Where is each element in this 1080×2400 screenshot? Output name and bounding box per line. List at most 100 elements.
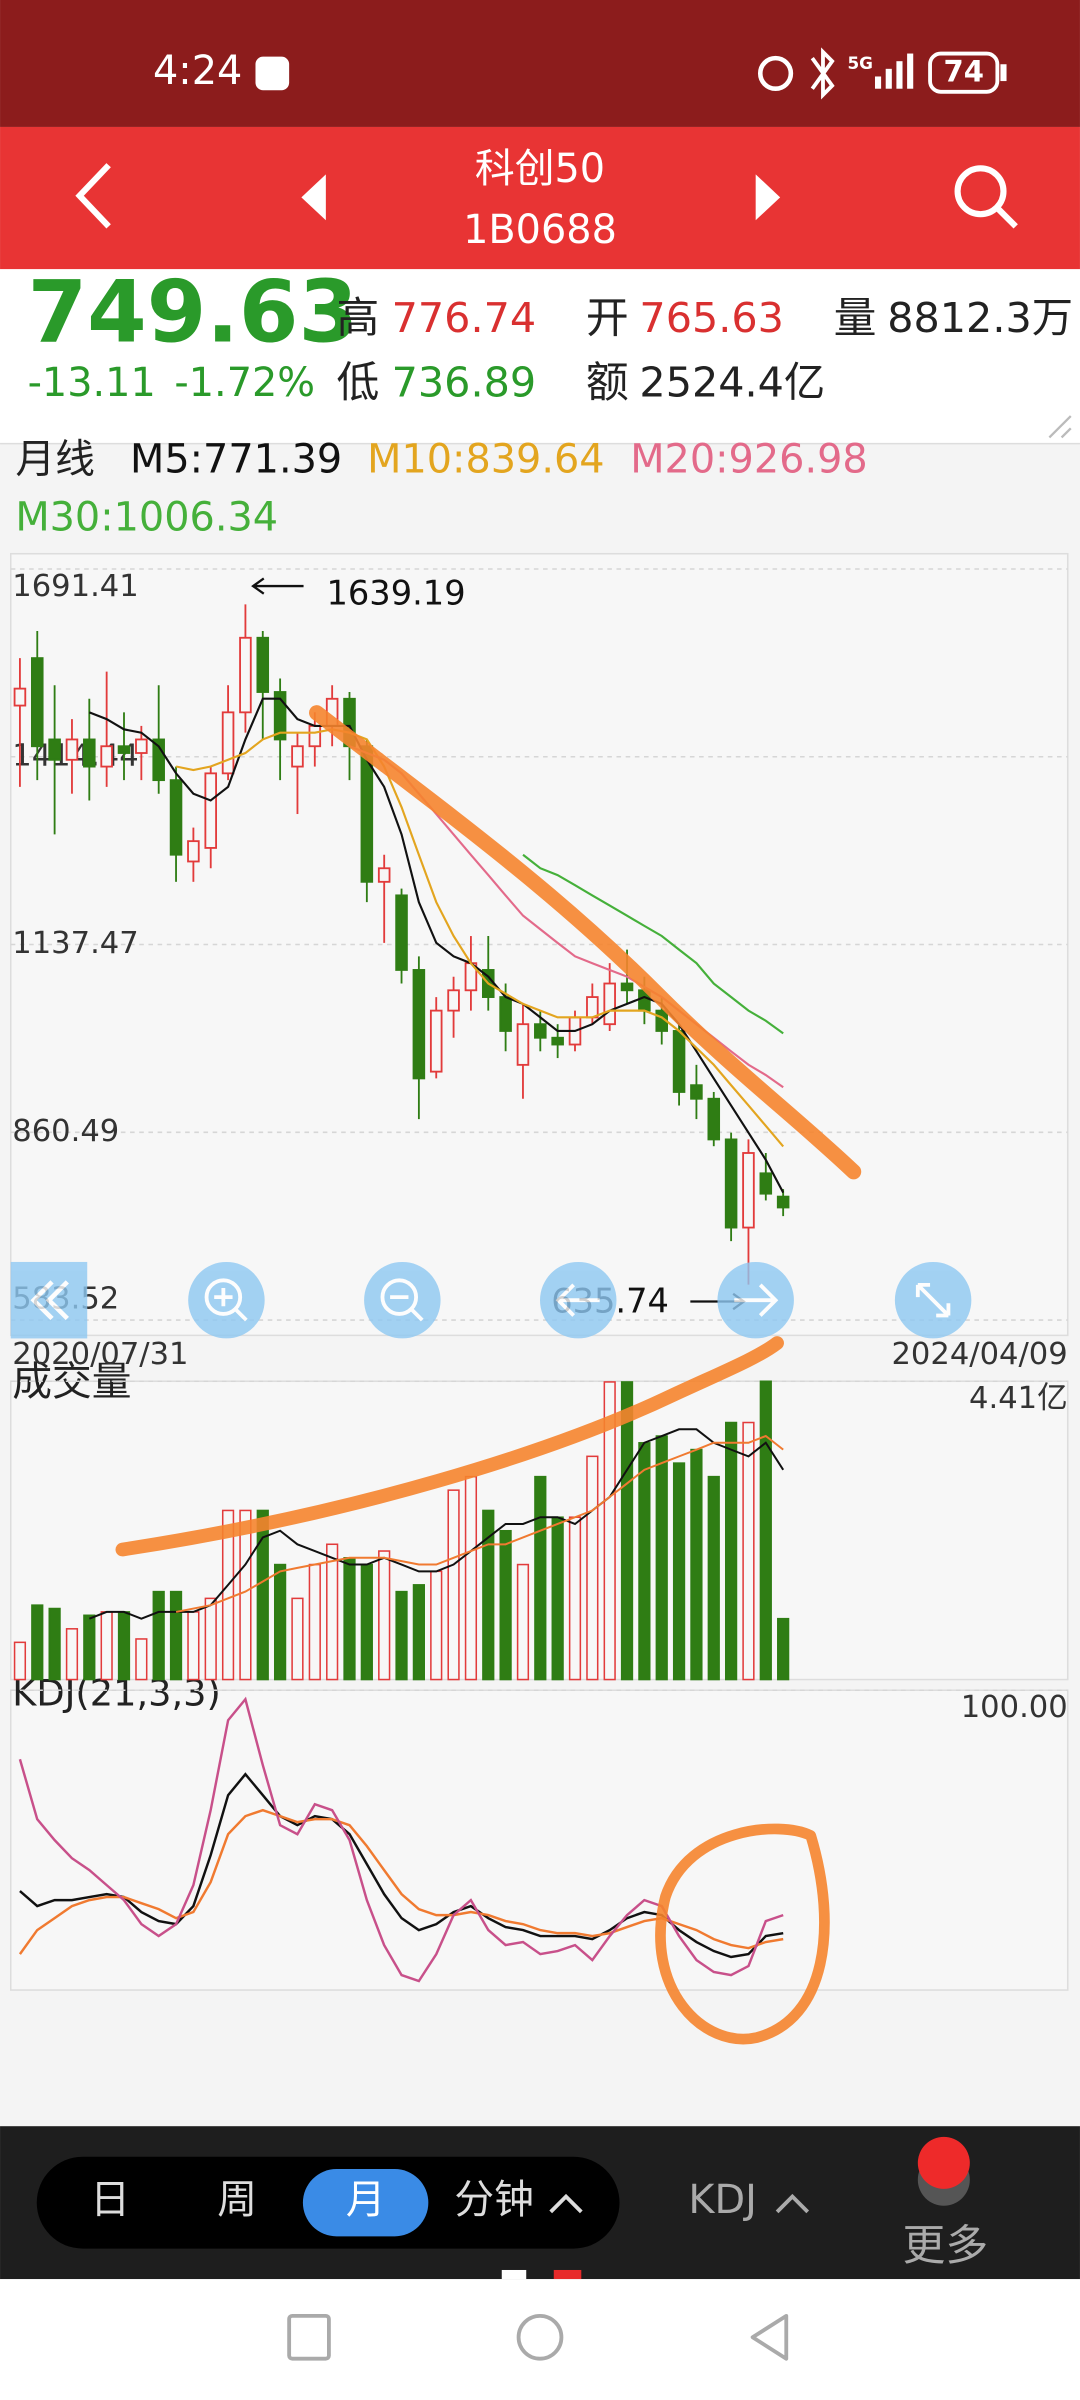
amount-label: 额 bbox=[586, 358, 629, 408]
volume-bar bbox=[48, 1607, 61, 1681]
price-change: -13.11 bbox=[28, 360, 156, 406]
kdj-annotation bbox=[655, 1823, 830, 2045]
open-value: 765.63 bbox=[639, 294, 784, 342]
period-label: 月线 bbox=[15, 436, 95, 482]
max-arrow bbox=[251, 577, 304, 595]
period-tab[interactable]: 周 bbox=[217, 2177, 257, 2223]
high-value: 776.74 bbox=[392, 294, 537, 342]
candle-body bbox=[672, 1030, 686, 1093]
quote-panel bbox=[0, 269, 1080, 444]
candle-body bbox=[273, 691, 287, 741]
y-tick-label: 100.00 bbox=[961, 1690, 1068, 1725]
candle-body bbox=[48, 738, 61, 761]
back-button[interactable] bbox=[75, 163, 111, 229]
ma-line bbox=[175, 728, 785, 1148]
network-label: 5G bbox=[847, 53, 873, 73]
candle-body bbox=[742, 1152, 755, 1229]
candle-body bbox=[377, 867, 391, 883]
plots: 1691.411414.441137.47860.49583.52M5:771.… bbox=[10, 436, 1068, 1983]
notification-icon bbox=[255, 56, 290, 91]
volume-bar bbox=[13, 1641, 27, 1681]
signal-bar bbox=[907, 53, 914, 89]
zoom-out-button[interactable] bbox=[364, 1261, 441, 1339]
ma-legend: M20:926.98 bbox=[630, 436, 867, 482]
home-button[interactable] bbox=[516, 2313, 564, 2361]
volume-bar bbox=[308, 1563, 321, 1681]
icon bbox=[734, 1283, 779, 1317]
open-label: 开 bbox=[586, 294, 629, 344]
signal-bar bbox=[896, 61, 903, 89]
indicator-button[interactable]: KDJ bbox=[688, 2177, 756, 2223]
volume-bar bbox=[273, 1563, 287, 1681]
candle-body bbox=[586, 996, 599, 1019]
kdj-title: KDJ(21,3,3) bbox=[12, 1671, 221, 1714]
signal-icon bbox=[874, 53, 914, 89]
volume-bar bbox=[551, 1516, 564, 1681]
stock-name: 科创50 bbox=[475, 146, 605, 192]
candle-body bbox=[516, 1023, 530, 1066]
volume-bar bbox=[516, 1563, 530, 1681]
volume-bar bbox=[360, 1563, 373, 1681]
volume-bar bbox=[707, 1475, 720, 1681]
next-button[interactable] bbox=[755, 174, 781, 221]
candle-body bbox=[187, 840, 200, 863]
low-value: 736.89 bbox=[392, 358, 537, 406]
icon bbox=[30, 1280, 69, 1321]
volume-bar bbox=[256, 1509, 269, 1681]
more-icon bbox=[917, 2136, 970, 2189]
volume-bar bbox=[568, 1516, 582, 1681]
period-tab[interactable]: 月 bbox=[346, 2177, 386, 2223]
alarm-icon bbox=[757, 55, 794, 92]
candle-body bbox=[776, 1195, 790, 1209]
candle-body bbox=[690, 1084, 703, 1100]
candle-body bbox=[135, 738, 148, 754]
volume-label: 量 bbox=[834, 294, 877, 344]
candle-body bbox=[308, 724, 322, 748]
candle-body bbox=[256, 636, 270, 693]
ma-line bbox=[522, 853, 784, 1035]
max-label: 1639.19 bbox=[326, 574, 465, 613]
ma-legend: M5:771.39 bbox=[130, 436, 342, 482]
volume-bar bbox=[464, 1475, 478, 1681]
volume-bar bbox=[395, 1590, 408, 1681]
bluetooth-icon bbox=[810, 47, 835, 100]
candle-body bbox=[239, 636, 252, 714]
trend-annotation bbox=[309, 705, 862, 1180]
candle-body bbox=[707, 1097, 721, 1141]
kdj-panel bbox=[9, 1689, 1069, 1991]
candle-body bbox=[429, 1009, 443, 1073]
tab-group: 日 周 月 分钟 bbox=[90, 2169, 534, 2237]
candle-body bbox=[152, 738, 165, 782]
kdj-line bbox=[18, 1696, 784, 1983]
icon bbox=[555, 1283, 600, 1317]
corner-mark bbox=[1048, 415, 1072, 439]
zoom-in-button[interactable] bbox=[188, 1261, 265, 1339]
volume-bar bbox=[690, 1448, 703, 1681]
candle-body bbox=[117, 745, 131, 754]
volume-bar bbox=[204, 1597, 217, 1681]
volume-bar bbox=[586, 1455, 599, 1681]
candle-body bbox=[534, 1023, 547, 1039]
period-tab[interactable]: 分钟 bbox=[454, 2177, 534, 2223]
back-nav-button[interactable] bbox=[750, 2313, 789, 2361]
volume-bar bbox=[100, 1611, 113, 1681]
volume-ma-line bbox=[89, 1428, 785, 1620]
volume-value: 8812.3万 bbox=[887, 294, 1073, 342]
candle-body bbox=[603, 982, 616, 1026]
search-button[interactable] bbox=[954, 165, 1018, 229]
period-tab[interactable]: 日 bbox=[90, 2177, 130, 2223]
volume-bar bbox=[412, 1584, 426, 1681]
prev-button[interactable] bbox=[301, 174, 326, 221]
page-indicator bbox=[501, 2269, 527, 2280]
search-lens bbox=[954, 165, 1007, 218]
battery-level: 74 bbox=[943, 54, 983, 88]
volume-bar bbox=[239, 1509, 252, 1681]
y-tick-label: 4.41亿 bbox=[969, 1381, 1068, 1416]
icon bbox=[380, 1278, 419, 1316]
volume-bar bbox=[187, 1611, 200, 1681]
recents-button[interactable] bbox=[287, 2313, 331, 2361]
more-button[interactable]: 更多 bbox=[903, 2221, 989, 2271]
ma-legend: M30:1006.34 bbox=[15, 495, 278, 541]
volume-bar bbox=[655, 1435, 668, 1681]
